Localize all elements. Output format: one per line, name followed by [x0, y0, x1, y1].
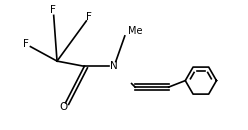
Text: F: F — [50, 5, 56, 15]
Text: O: O — [59, 102, 67, 112]
Text: Me: Me — [128, 26, 143, 36]
Text: F: F — [86, 12, 92, 22]
Text: N: N — [110, 61, 118, 71]
Text: F: F — [23, 39, 29, 49]
